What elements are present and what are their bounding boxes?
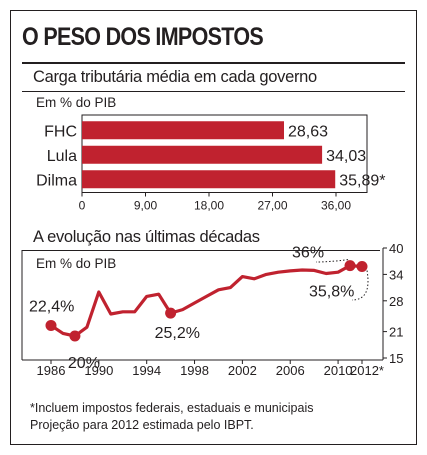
bar-x-tick-label: 0 bbox=[79, 199, 86, 213]
line-x-tick-label: 1986 bbox=[37, 363, 66, 378]
footnote-1: *Incluem impostos federais, estaduais e … bbox=[30, 401, 314, 415]
bar-fhc bbox=[82, 121, 285, 140]
line-x-tick-label: 2010 bbox=[324, 363, 353, 378]
line-annotation-label: 22,4% bbox=[29, 298, 74, 315]
bar-chart-title-rule bbox=[22, 91, 405, 92]
line-y-tick-label: 15 bbox=[389, 351, 403, 366]
line-y-tick-label: 40 bbox=[389, 241, 403, 256]
line-annotation-label: 35,8% bbox=[309, 283, 354, 300]
bar-value-label: 34,03 bbox=[326, 148, 366, 165]
line-annotation-label: 25,2% bbox=[155, 325, 200, 342]
bar-category-label: Dilma bbox=[36, 172, 77, 189]
line-chart-title: A evolução nas últimas décadas bbox=[33, 228, 260, 246]
bar-chart-subtitle: Em % do PIB bbox=[36, 95, 117, 110]
line-highlight-point bbox=[356, 260, 368, 272]
bar-dilma bbox=[82, 170, 336, 189]
line-x-tick-label: 1994 bbox=[132, 363, 161, 378]
line-x-tick-label: 1998 bbox=[180, 363, 209, 378]
line-annotation-label: 20% bbox=[68, 355, 100, 372]
bar-x-tick-label: 36,00 bbox=[321, 199, 351, 213]
bar-chart-title: Carga tributária média em cada governo bbox=[33, 68, 317, 86]
line-highlight-point bbox=[344, 260, 356, 272]
title-rule bbox=[22, 62, 405, 64]
line-highlight-point bbox=[69, 330, 81, 342]
bar-category-label: Lula bbox=[47, 148, 77, 165]
bar-category-label: FHC bbox=[44, 123, 77, 140]
line-highlight-point bbox=[165, 307, 177, 319]
infographic-title: O PESO DOS IMPOSTOS bbox=[22, 23, 264, 51]
bar-x-tick-label: 9,00 bbox=[134, 199, 158, 213]
annotation-leader bbox=[351, 270, 369, 301]
bar-lula bbox=[82, 145, 323, 164]
line-y-tick-label: 21 bbox=[389, 325, 403, 340]
line-annotation-label: 36% bbox=[292, 245, 324, 262]
line-y-tick-label: 34 bbox=[389, 267, 403, 282]
bar-x-tick-label: 27,00 bbox=[257, 199, 287, 213]
bar-x-tick-label: 18,00 bbox=[194, 199, 224, 213]
infographic-frame bbox=[10, 10, 417, 445]
line-x-tick-label: 1990 bbox=[84, 363, 113, 378]
bar-value-label: 35,89* bbox=[339, 172, 385, 189]
line-x-tick-label: 2006 bbox=[276, 363, 305, 378]
line-chart-subtitle: Em % do PIB bbox=[36, 256, 117, 271]
line-x-tick-label: 2002 bbox=[228, 363, 257, 378]
footnote-2: Projeção para 2012 estimada pelo IBPT. bbox=[30, 418, 254, 432]
line-y-tick-label: 28 bbox=[389, 294, 403, 309]
line-chart-title-rule bbox=[22, 250, 380, 251]
line-highlight-point bbox=[45, 319, 57, 331]
bar-value-label: 28,63 bbox=[288, 123, 328, 140]
line-x-tick-label: 2012* bbox=[350, 363, 384, 378]
line-series bbox=[49, 264, 364, 338]
